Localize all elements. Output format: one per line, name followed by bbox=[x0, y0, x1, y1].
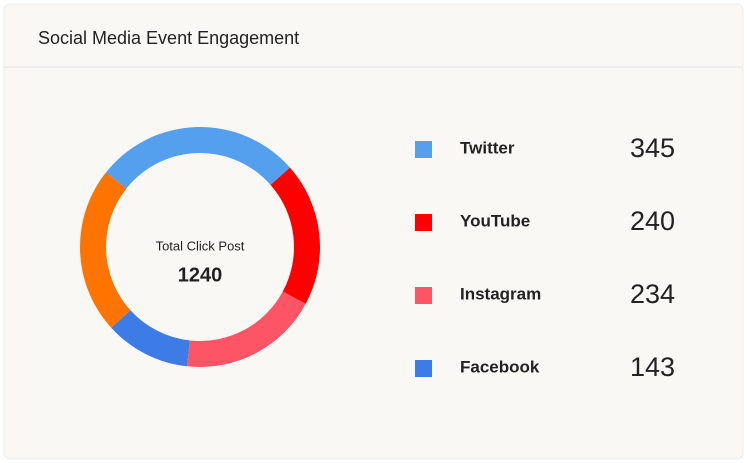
legend-label: Facebook bbox=[460, 357, 540, 376]
donut-segment bbox=[270, 167, 321, 304]
legend-swatch bbox=[415, 214, 432, 231]
donut-segment bbox=[187, 291, 306, 367]
chart-title: Social Media Event Engagement bbox=[38, 28, 299, 48]
donut-segment bbox=[106, 126, 291, 189]
center-total: 1240 bbox=[178, 264, 223, 286]
legend-swatch bbox=[415, 360, 432, 377]
legend-swatch bbox=[415, 287, 432, 304]
donut-segment bbox=[111, 310, 190, 367]
legend-value: 143 bbox=[630, 352, 675, 382]
legend-value: 345 bbox=[630, 133, 675, 163]
legend-value: 234 bbox=[630, 279, 675, 309]
legend-label: Twitter bbox=[460, 138, 515, 157]
legend-label: Instagram bbox=[460, 284, 541, 303]
legend-value: 240 bbox=[630, 206, 675, 236]
donut-segment bbox=[79, 172, 131, 328]
legend-swatch bbox=[415, 141, 432, 158]
legend-label: YouTube bbox=[460, 211, 530, 230]
center-label: Total Click Post bbox=[156, 238, 245, 253]
